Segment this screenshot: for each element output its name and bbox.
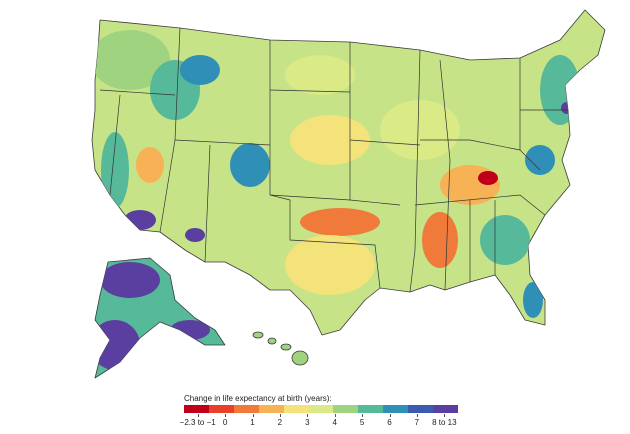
county-region-california-coast — [101, 132, 129, 208]
county-region-midwest — [380, 100, 460, 160]
county-region-pacific-nw — [92, 30, 170, 90]
county-region-southeast — [480, 215, 530, 265]
legend-label: 6 — [387, 418, 392, 427]
county-region-nyc — [561, 102, 573, 114]
county-region-florida-south — [523, 282, 543, 318]
hawaii-layer — [252, 331, 309, 366]
alaska-layer — [94, 257, 226, 379]
county-region-texas — [285, 235, 375, 295]
legend-label: −2.3 to −1 — [179, 418, 216, 427]
county-region-dakotas — [285, 55, 355, 95]
legend-label: 7 — [414, 418, 420, 427]
legend-swatch — [433, 405, 458, 413]
county-region-kentucky — [478, 171, 498, 185]
county-region-socal — [124, 210, 156, 230]
legend-swatch — [283, 405, 309, 413]
legend: Change in life expectancy at birth (year… — [165, 394, 465, 434]
legend-swatch — [308, 405, 334, 413]
legend-label: 5 — [359, 418, 365, 427]
county-region-mississippi — [422, 212, 458, 268]
county-region-arizona — [185, 228, 205, 242]
legend-tick — [197, 414, 199, 417]
legend-tick — [362, 414, 364, 417]
legend-swatch — [383, 405, 409, 413]
alaska-southwest — [95, 320, 140, 370]
legend-swatch — [408, 405, 434, 413]
conus-layer — [91, 9, 606, 336]
legend-label: 1 — [250, 418, 255, 427]
legend-tick — [225, 414, 227, 417]
hawaii-island-big — [291, 350, 309, 366]
legend-swatch — [258, 405, 284, 413]
legend-tick — [252, 414, 254, 417]
legend-swatch — [333, 405, 359, 413]
county-patches — [92, 30, 580, 318]
legend-label: 0 — [222, 418, 228, 427]
state-borders — [99, 27, 568, 293]
legend-tick — [389, 414, 391, 417]
county-region-colorado — [230, 143, 270, 187]
legend-label: 4 — [332, 418, 337, 427]
hawaii-island-maui — [280, 343, 292, 351]
legend-tick — [334, 414, 336, 417]
alaska-north — [100, 262, 160, 298]
legend-swatch — [208, 405, 234, 413]
county-region-virginia — [525, 145, 555, 175]
legend-tick — [307, 414, 309, 417]
legend-swatch — [184, 405, 209, 413]
legend-label: 8 to 13 — [432, 418, 457, 427]
legend-tick — [416, 414, 418, 417]
legend-tick — [444, 414, 446, 417]
county-region-nevada — [136, 147, 164, 183]
hawaii-island-oahu — [267, 337, 277, 345]
legend-label: 3 — [305, 418, 310, 427]
legend-tick — [279, 414, 281, 417]
county-region-plains — [290, 115, 370, 165]
conus-outline — [91, 9, 606, 336]
legend-color-bar — [184, 405, 458, 413]
county-region-oklahoma — [300, 208, 380, 236]
legend-title: Change in life expectancy at birth (year… — [184, 394, 332, 403]
legend-swatch — [233, 405, 259, 413]
legend-label: 2 — [277, 418, 283, 427]
county-region-northeast — [540, 55, 580, 125]
county-region-montana-west — [180, 55, 220, 85]
hawaii-island-kauai — [252, 331, 264, 339]
legend-swatch — [358, 405, 384, 413]
